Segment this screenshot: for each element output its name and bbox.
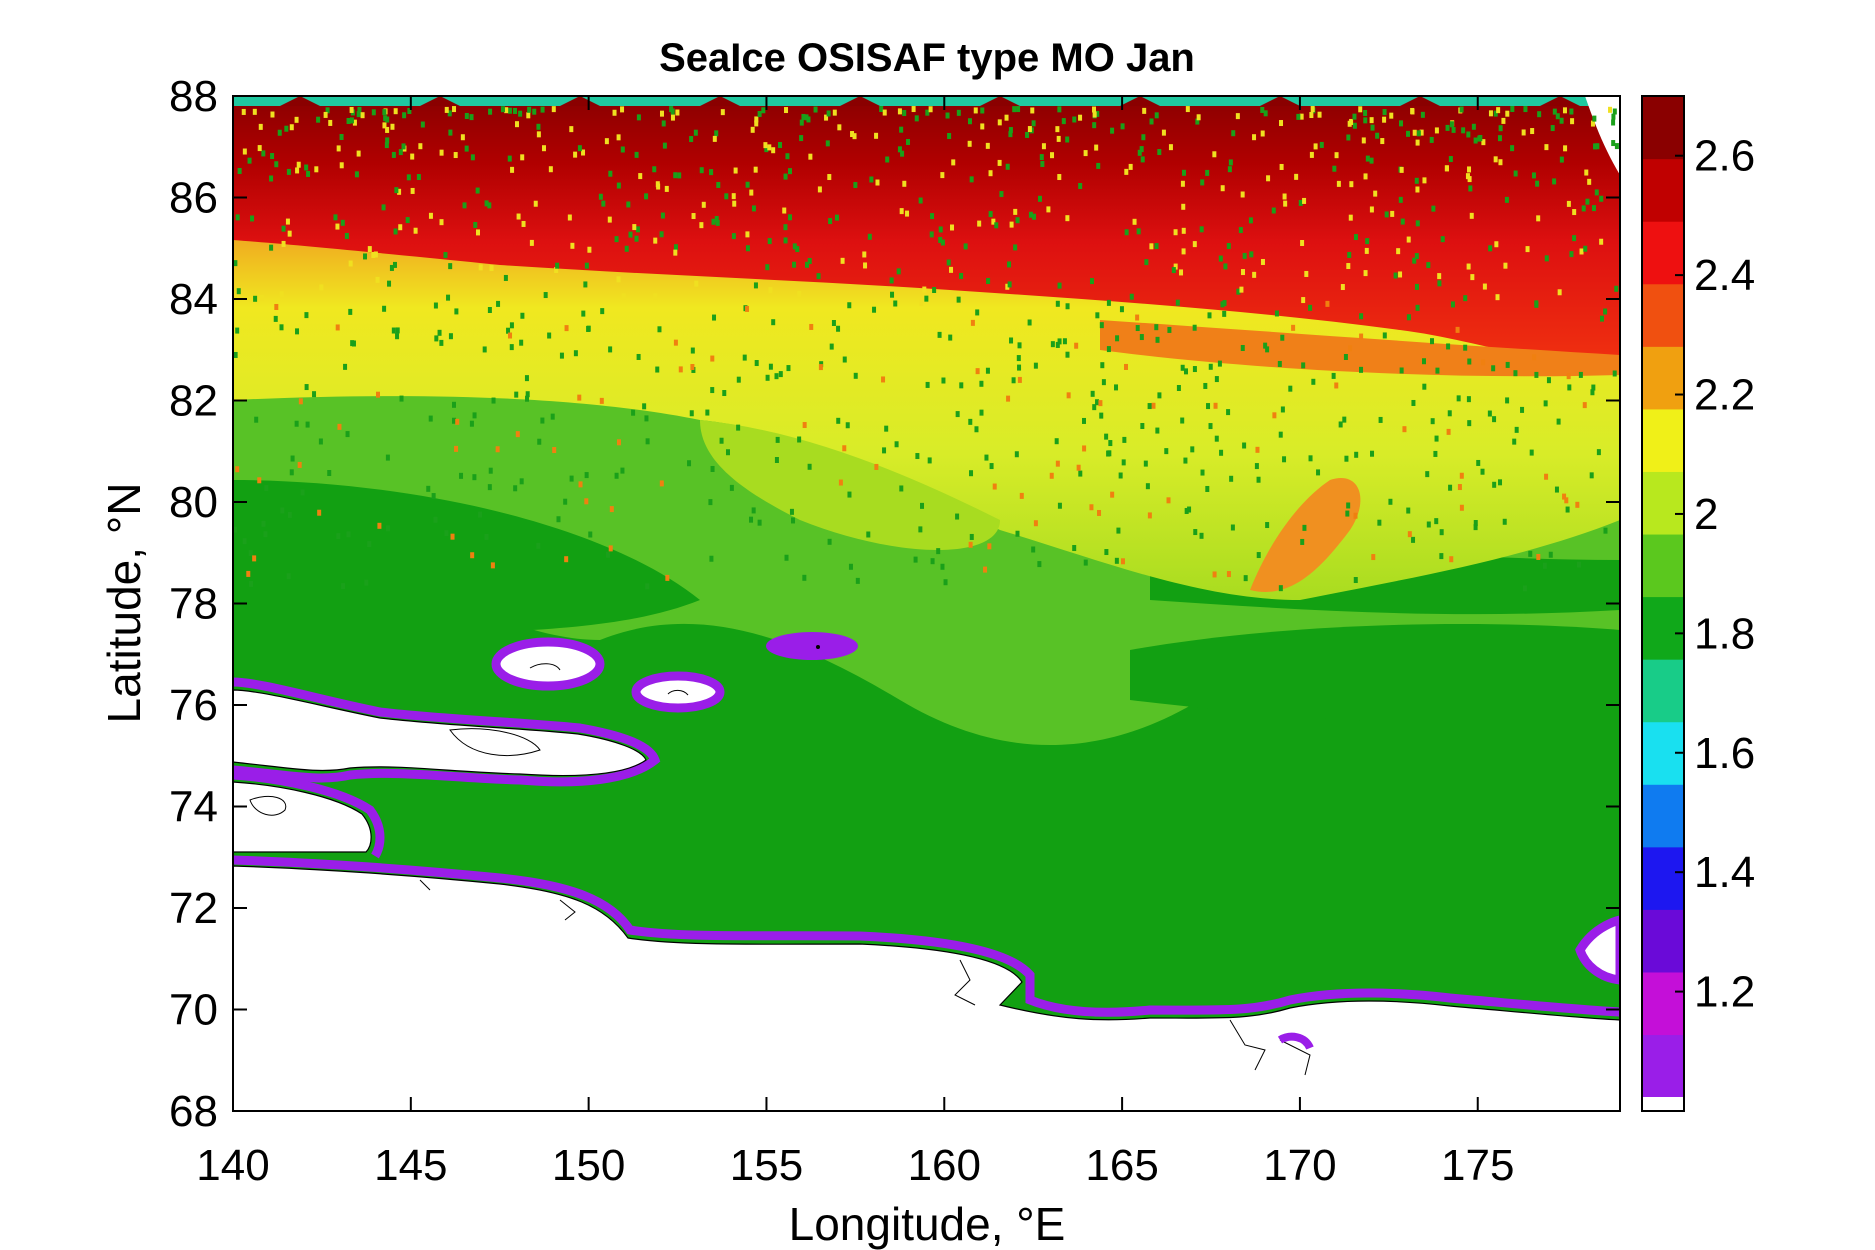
colorbar-segment xyxy=(1642,471,1684,535)
y-axis-label: Latitude, °N xyxy=(98,483,150,724)
colorbar-segment xyxy=(1642,96,1684,160)
y-tick-label: 84 xyxy=(169,275,218,324)
colorbar-tick-label: 1.6 xyxy=(1694,729,1755,778)
x-tick-label: 145 xyxy=(374,1141,447,1190)
y-tick-label: 78 xyxy=(169,580,218,629)
y-tick-label: 72 xyxy=(169,884,218,933)
y-tick-label: 80 xyxy=(169,478,218,527)
colorbar-segment xyxy=(1642,533,1684,598)
x-tick-label: 150 xyxy=(552,1141,625,1190)
field-yellow xyxy=(233,235,1620,600)
x-tick-label: 140 xyxy=(196,1141,269,1190)
y-tick-label: 88 xyxy=(169,72,218,121)
x-tick-label: 175 xyxy=(1441,1141,1514,1190)
colorbar-segment xyxy=(1642,408,1684,472)
y-axis: 68 70 72 74 76 78 80 82 84 86 88 xyxy=(169,72,1620,1136)
y-tick-label: 68 xyxy=(169,1087,218,1136)
colorbar-segment xyxy=(1642,1034,1684,1098)
colorbar-segment xyxy=(1642,846,1684,910)
y-tick-label: 82 xyxy=(169,377,218,426)
colorbar-segment xyxy=(1642,784,1684,848)
field-orange-patch xyxy=(1250,478,1361,592)
x-tick-label: 170 xyxy=(1263,1141,1336,1190)
colorbar-frame xyxy=(1641,95,1685,1112)
colorbar-segment xyxy=(1642,283,1684,347)
plot-area xyxy=(233,96,1620,1111)
colorbar-segment xyxy=(1642,596,1684,660)
y-tick-label: 70 xyxy=(169,986,218,1035)
colorbar-segment xyxy=(1642,971,1684,1036)
colorbar-segment xyxy=(1642,221,1684,285)
y-tick-label: 86 xyxy=(169,174,218,223)
colorbar-tick-label: 2.4 xyxy=(1694,251,1755,300)
y-tick-label: 76 xyxy=(169,681,218,730)
chart-title: SeaIce OSISAF type MO Jan xyxy=(659,36,1195,80)
field-teal-fringe xyxy=(233,96,1620,106)
colorbar-segment xyxy=(1642,346,1684,410)
colorbar-tick-label: 2.2 xyxy=(1694,371,1755,420)
land-west-islands xyxy=(233,677,661,859)
land-mainland xyxy=(233,855,1620,1111)
x-axis: 140 145 150 155 160 165 170 175 xyxy=(196,96,1514,1190)
colorbar: 1.2 1.4 1.6 1.8 2 2.2 2.4 2.6 xyxy=(1641,95,1755,1112)
x-axis-label: Longitude, °E xyxy=(789,1198,1066,1250)
colorbar-segment xyxy=(1642,659,1684,723)
colorbar-segment xyxy=(1642,158,1684,222)
colorbar-tick-label: 2 xyxy=(1694,490,1718,539)
x-tick-label: 160 xyxy=(908,1141,981,1190)
x-tick-label: 155 xyxy=(730,1141,803,1190)
colorbar-segment xyxy=(1642,909,1684,973)
speckle-noise xyxy=(233,106,1619,592)
x-tick-label: 165 xyxy=(1085,1141,1158,1190)
colorbar-tick-label: 1.8 xyxy=(1694,609,1755,658)
colorbar-nodata xyxy=(1642,1097,1684,1111)
colorbar-tick-label: 2.6 xyxy=(1694,132,1755,181)
y-tick-label: 74 xyxy=(169,783,218,832)
land-small-islands xyxy=(491,632,1620,1050)
colorbar-tick-label: 1.2 xyxy=(1694,968,1755,1017)
colorbar-tick-label: 1.4 xyxy=(1694,848,1755,897)
field-red xyxy=(233,96,1620,363)
